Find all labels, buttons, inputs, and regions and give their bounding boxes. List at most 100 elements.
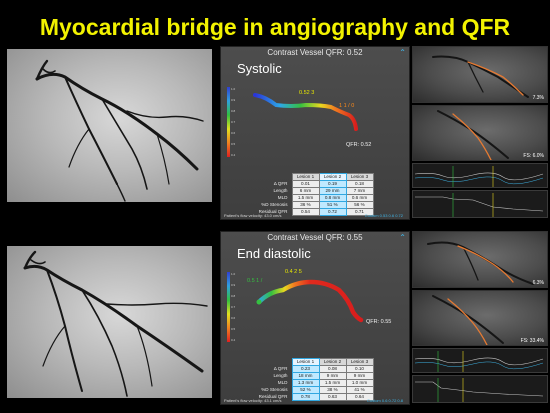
cell: 29 mm [318, 187, 347, 195]
cell: 36 % [291, 201, 320, 209]
cell: 0.8 mm [318, 194, 347, 202]
color-legend: Custom 0.6 0.72 0.8 [366, 398, 403, 403]
angio-view-2[interactable]: FS: 6.0% [412, 105, 548, 161]
row-label: Δ QFR [273, 366, 288, 371]
cell: 0.64 [345, 393, 374, 401]
phase-label: End diastolic [237, 246, 311, 261]
cell: 56 % [345, 201, 374, 209]
end-qfr-label: QFR: 0.55 [366, 319, 392, 325]
cell: 9 mm [318, 372, 347, 380]
expand-icon[interactable]: ⌃ [399, 233, 406, 242]
qfr-panel-systolic: Contrast Vessel QFR: 0.52 ⌃ Systolic 1.0… [220, 46, 410, 220]
qfr-pullback-graph [412, 375, 548, 403]
view-percent: 7.3% [532, 95, 544, 101]
colorbar-tick: 1.0 [231, 272, 236, 276]
cell: 0.63 [318, 393, 347, 401]
cell: 38 % [318, 386, 347, 394]
cell: 1.3 mm [291, 379, 320, 387]
table-row: Δ QFR 0.01 0.19 0.18 [254, 180, 374, 188]
lesion-header[interactable]: Lesion 2 [318, 358, 347, 366]
cell: 51 % [318, 201, 347, 209]
segment-label: 0.4 2 5 [285, 269, 302, 275]
cell: 1.5 mm [318, 379, 347, 387]
cell: 9 mm [345, 372, 374, 380]
lesion-table: Lesion 1 Lesion 2 Lesion 3 Δ QFR 0.01 0.… [254, 173, 374, 216]
lesion-header[interactable]: Lesion 1 [291, 173, 320, 181]
cell: 0.01 [291, 180, 320, 188]
colorbar-tick: 0.4 [231, 338, 236, 342]
cell: 41 % [345, 386, 374, 394]
segment-label: 0.5 1 / [247, 278, 263, 284]
colorbar-tick: 0.7 [231, 120, 236, 124]
table-row: Length 6 mm 29 mm 7 mm [254, 187, 374, 195]
row-label: %D Stenosis [261, 387, 288, 392]
colorbar-tick: 0.5 [231, 142, 236, 146]
row-label: Residual QFR [258, 394, 288, 399]
cell: 7 mm [345, 187, 374, 195]
cell: 0.23 [291, 365, 320, 373]
colorbar-tick: 0.7 [231, 305, 236, 309]
cell: 0.54 [291, 208, 320, 216]
view-percent: FS: 6.0% [523, 153, 544, 159]
cell: 1.0 mm [345, 379, 374, 387]
qfr-colorbar [227, 272, 230, 342]
lesion-header[interactable]: Lesion 1 [291, 358, 320, 366]
end-qfr-label: QFR: 0.52 [346, 142, 372, 148]
colorbar-tick: 0.5 [231, 327, 236, 331]
expand-icon[interactable]: ⌃ [399, 48, 406, 57]
qfr-header: Contrast Vessel QFR: 0.52 [267, 48, 363, 57]
view-percent: 6.3% [532, 280, 544, 286]
cell: 0.08 [318, 365, 347, 373]
colorbar-tick: 1.0 [231, 87, 236, 91]
color-legend: Custom 0.53 0.6 0.72 [364, 213, 403, 218]
lesion-header[interactable]: Lesion 3 [345, 358, 374, 366]
flow-velocity: Patient's flow velocity: 43.0 cm/s [224, 213, 282, 218]
colorbar-tick: 0.8 [231, 109, 236, 113]
cell: 0.78 [291, 393, 320, 401]
row-label: Length [273, 373, 288, 378]
qfr-pullback-graph [412, 190, 548, 218]
flow-velocity: Patient's flow velocity: 43.1 cm/s [224, 398, 282, 403]
table-row: Residual QFR 0.78 0.63 0.64 [254, 393, 374, 401]
lesion-header[interactable]: Lesion 3 [345, 173, 374, 181]
angiogram-end-diastolic [7, 246, 212, 398]
diameter-graph [412, 348, 548, 373]
segment-label: 0.52 3 [299, 90, 315, 96]
angio-view-1[interactable]: 6.3% [412, 231, 548, 288]
cell: 0.71 [345, 208, 374, 216]
cell: 0.72 [318, 208, 347, 216]
row-label: Residual QFR [258, 209, 288, 214]
colorbar-tick: 0.9 [231, 98, 236, 102]
angio-view-2[interactable]: FS: 33.4% [412, 290, 548, 346]
table-row: MLD 1.3 mm 1.5 mm 1.0 mm [254, 379, 374, 387]
segment-label: 1 1 / 0 [339, 103, 355, 109]
cell: 6 mm [291, 187, 320, 195]
vessel-model [256, 279, 364, 323]
table-row: Δ QFR 0.23 0.08 0.10 [254, 365, 374, 373]
qfr-header: Contrast Vessel QFR: 0.55 [267, 233, 363, 242]
lesion-table: Lesion 1 Lesion 2 Lesion 3 Δ QFR 0.23 0.… [254, 358, 374, 401]
colorbar-tick: 0.6 [231, 131, 236, 135]
row-label: Δ QFR [273, 181, 288, 186]
table-row: Residual QFR 0.54 0.72 0.71 [254, 208, 374, 216]
lesion-header[interactable]: Lesion 2 [318, 173, 347, 181]
table-row: Length 18 mm 9 mm 9 mm [254, 372, 374, 380]
cell: 0.19 [318, 180, 347, 188]
table-row: %D Stenosis 52 % 38 % 41 % [254, 386, 374, 394]
colorbar-tick: 0.6 [231, 316, 236, 320]
cell: 0.18 [345, 180, 374, 188]
colorbar-tick: 0.8 [231, 294, 236, 298]
row-label: MLD [277, 195, 288, 200]
cell: 1.5 mm [291, 194, 320, 202]
phase-label: Systolic [237, 61, 282, 76]
colorbar-tick: 0.9 [231, 283, 236, 287]
row-label: MLD [277, 380, 288, 385]
cell: 52 % [291, 386, 320, 394]
vessel-model [253, 93, 358, 131]
cell: 0.6 mm [345, 194, 374, 202]
angio-view-1[interactable]: 7.3% [412, 46, 548, 103]
cell: 0.10 [345, 365, 374, 373]
colorbar-tick: 0.4 [231, 153, 236, 157]
cell: 18 mm [291, 372, 320, 380]
diameter-graph [412, 163, 548, 188]
